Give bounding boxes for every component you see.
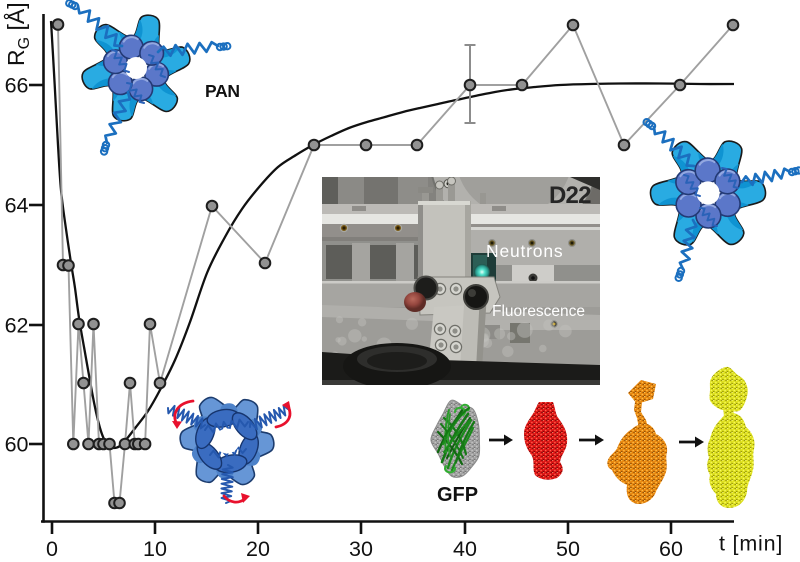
svg-text:0: 0 [46,537,58,561]
svg-text:64: 64 [5,194,29,218]
svg-text:PAN: PAN [205,81,240,101]
svg-text:10: 10 [143,537,167,561]
svg-text:GFP: GFP [437,484,478,506]
svg-text:D22: D22 [549,182,591,209]
svg-text:Neutrons: Neutrons [486,241,563,261]
svg-text:62: 62 [5,314,29,338]
svg-text:RG [Å]: RG [Å] [2,2,33,66]
svg-text:50: 50 [556,537,580,561]
svg-text:60: 60 [5,433,29,457]
svg-text:30: 30 [349,537,373,561]
svg-text:40: 40 [453,537,477,561]
svg-text:t [min]: t [min] [719,532,783,556]
svg-text:Fluorescence: Fluorescence [492,303,585,320]
svg-text:20: 20 [246,537,270,561]
svg-text:60: 60 [659,537,683,561]
svg-text:66: 66 [5,74,29,98]
